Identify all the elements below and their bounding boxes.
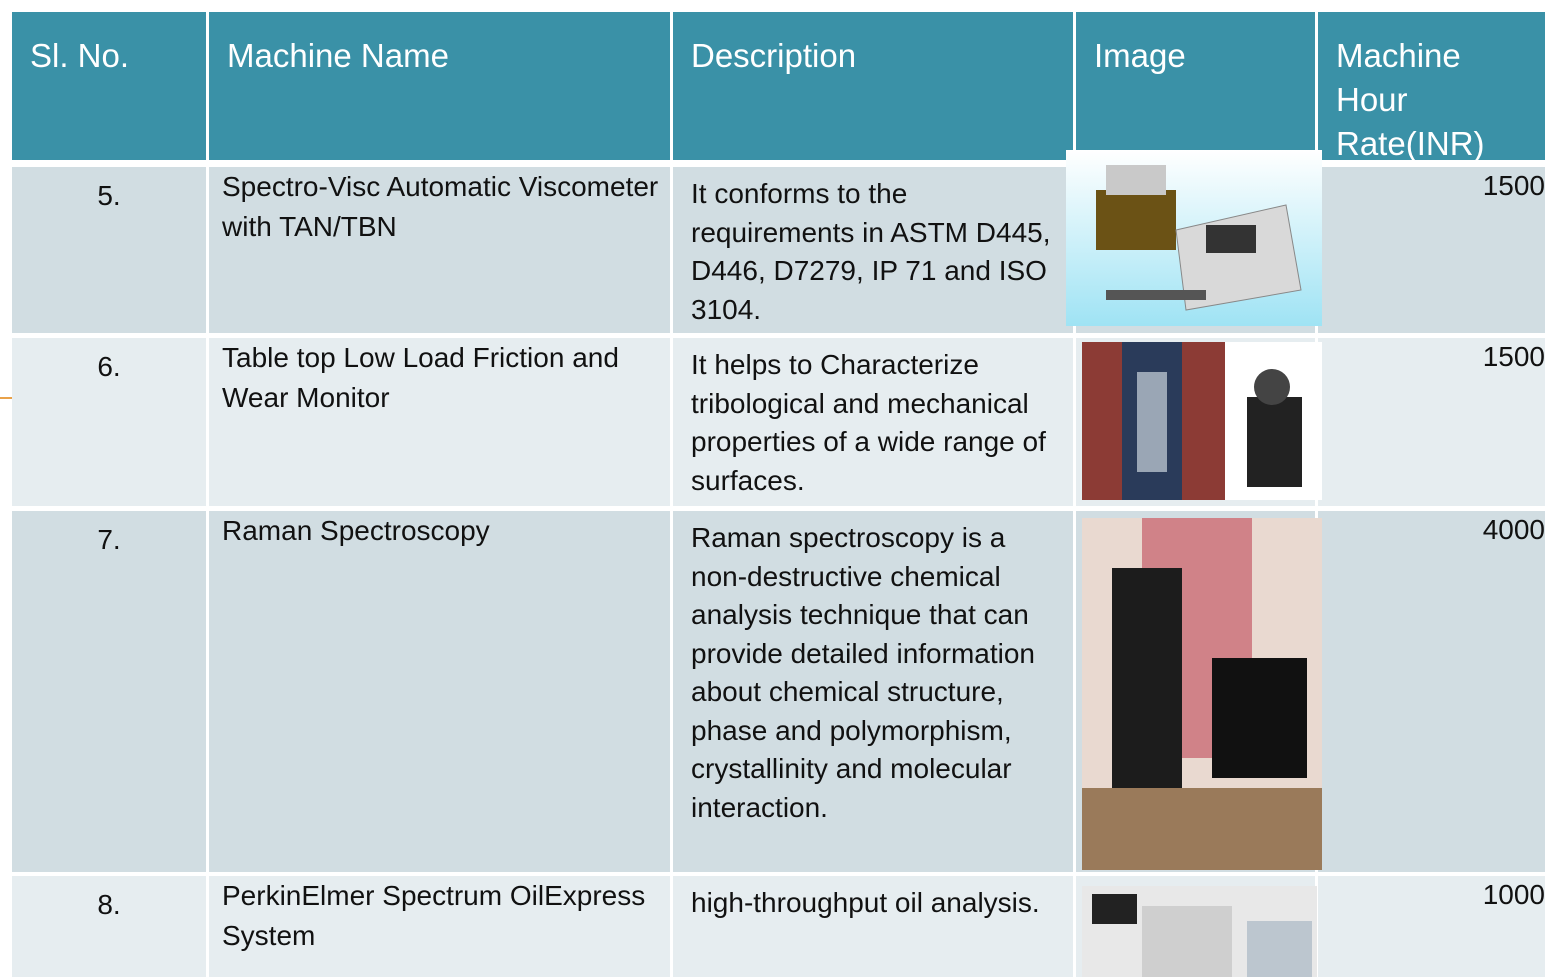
desc-cell: high-throughput oil analysis. [673,876,1073,977]
name-cell: Spectro-Visc Automatic Viscometer with T… [209,167,670,333]
header-cell: Machine Hour Rate(INR) [1318,12,1545,162]
machine-image [1082,886,1317,977]
rate-cell: 1000 [1318,876,1545,977]
desc-cell: Raman spectroscopy is a non-destructive … [673,511,1073,872]
num-cell: 6. [12,338,206,506]
rate-cell: 1500 [1318,338,1545,506]
header-cell: Machine Name [209,12,670,160]
machine-image [1082,342,1322,500]
machine-image [1082,518,1322,870]
name-cell: Table top Low Load Friction and Wear Mon… [209,338,670,506]
num-cell: 8. [12,876,206,977]
rate-cell: 1500 [1318,167,1545,333]
header-cell: Sl. No. [12,12,206,160]
rate-cell: 4000 [1318,511,1545,872]
name-cell: Raman Spectroscopy [209,511,670,872]
desc-cell: It helps to Characterize tribological an… [673,338,1073,506]
name-cell: PerkinElmer Spectrum OilExpress System [209,876,670,977]
desc-cell: It conforms to the requirements in ASTM … [673,167,1073,333]
header-cell: Description [673,12,1073,160]
num-cell: 5. [12,167,206,333]
header-cell: Image [1076,12,1315,160]
machine-image [1066,150,1322,326]
num-cell: 7. [12,511,206,872]
